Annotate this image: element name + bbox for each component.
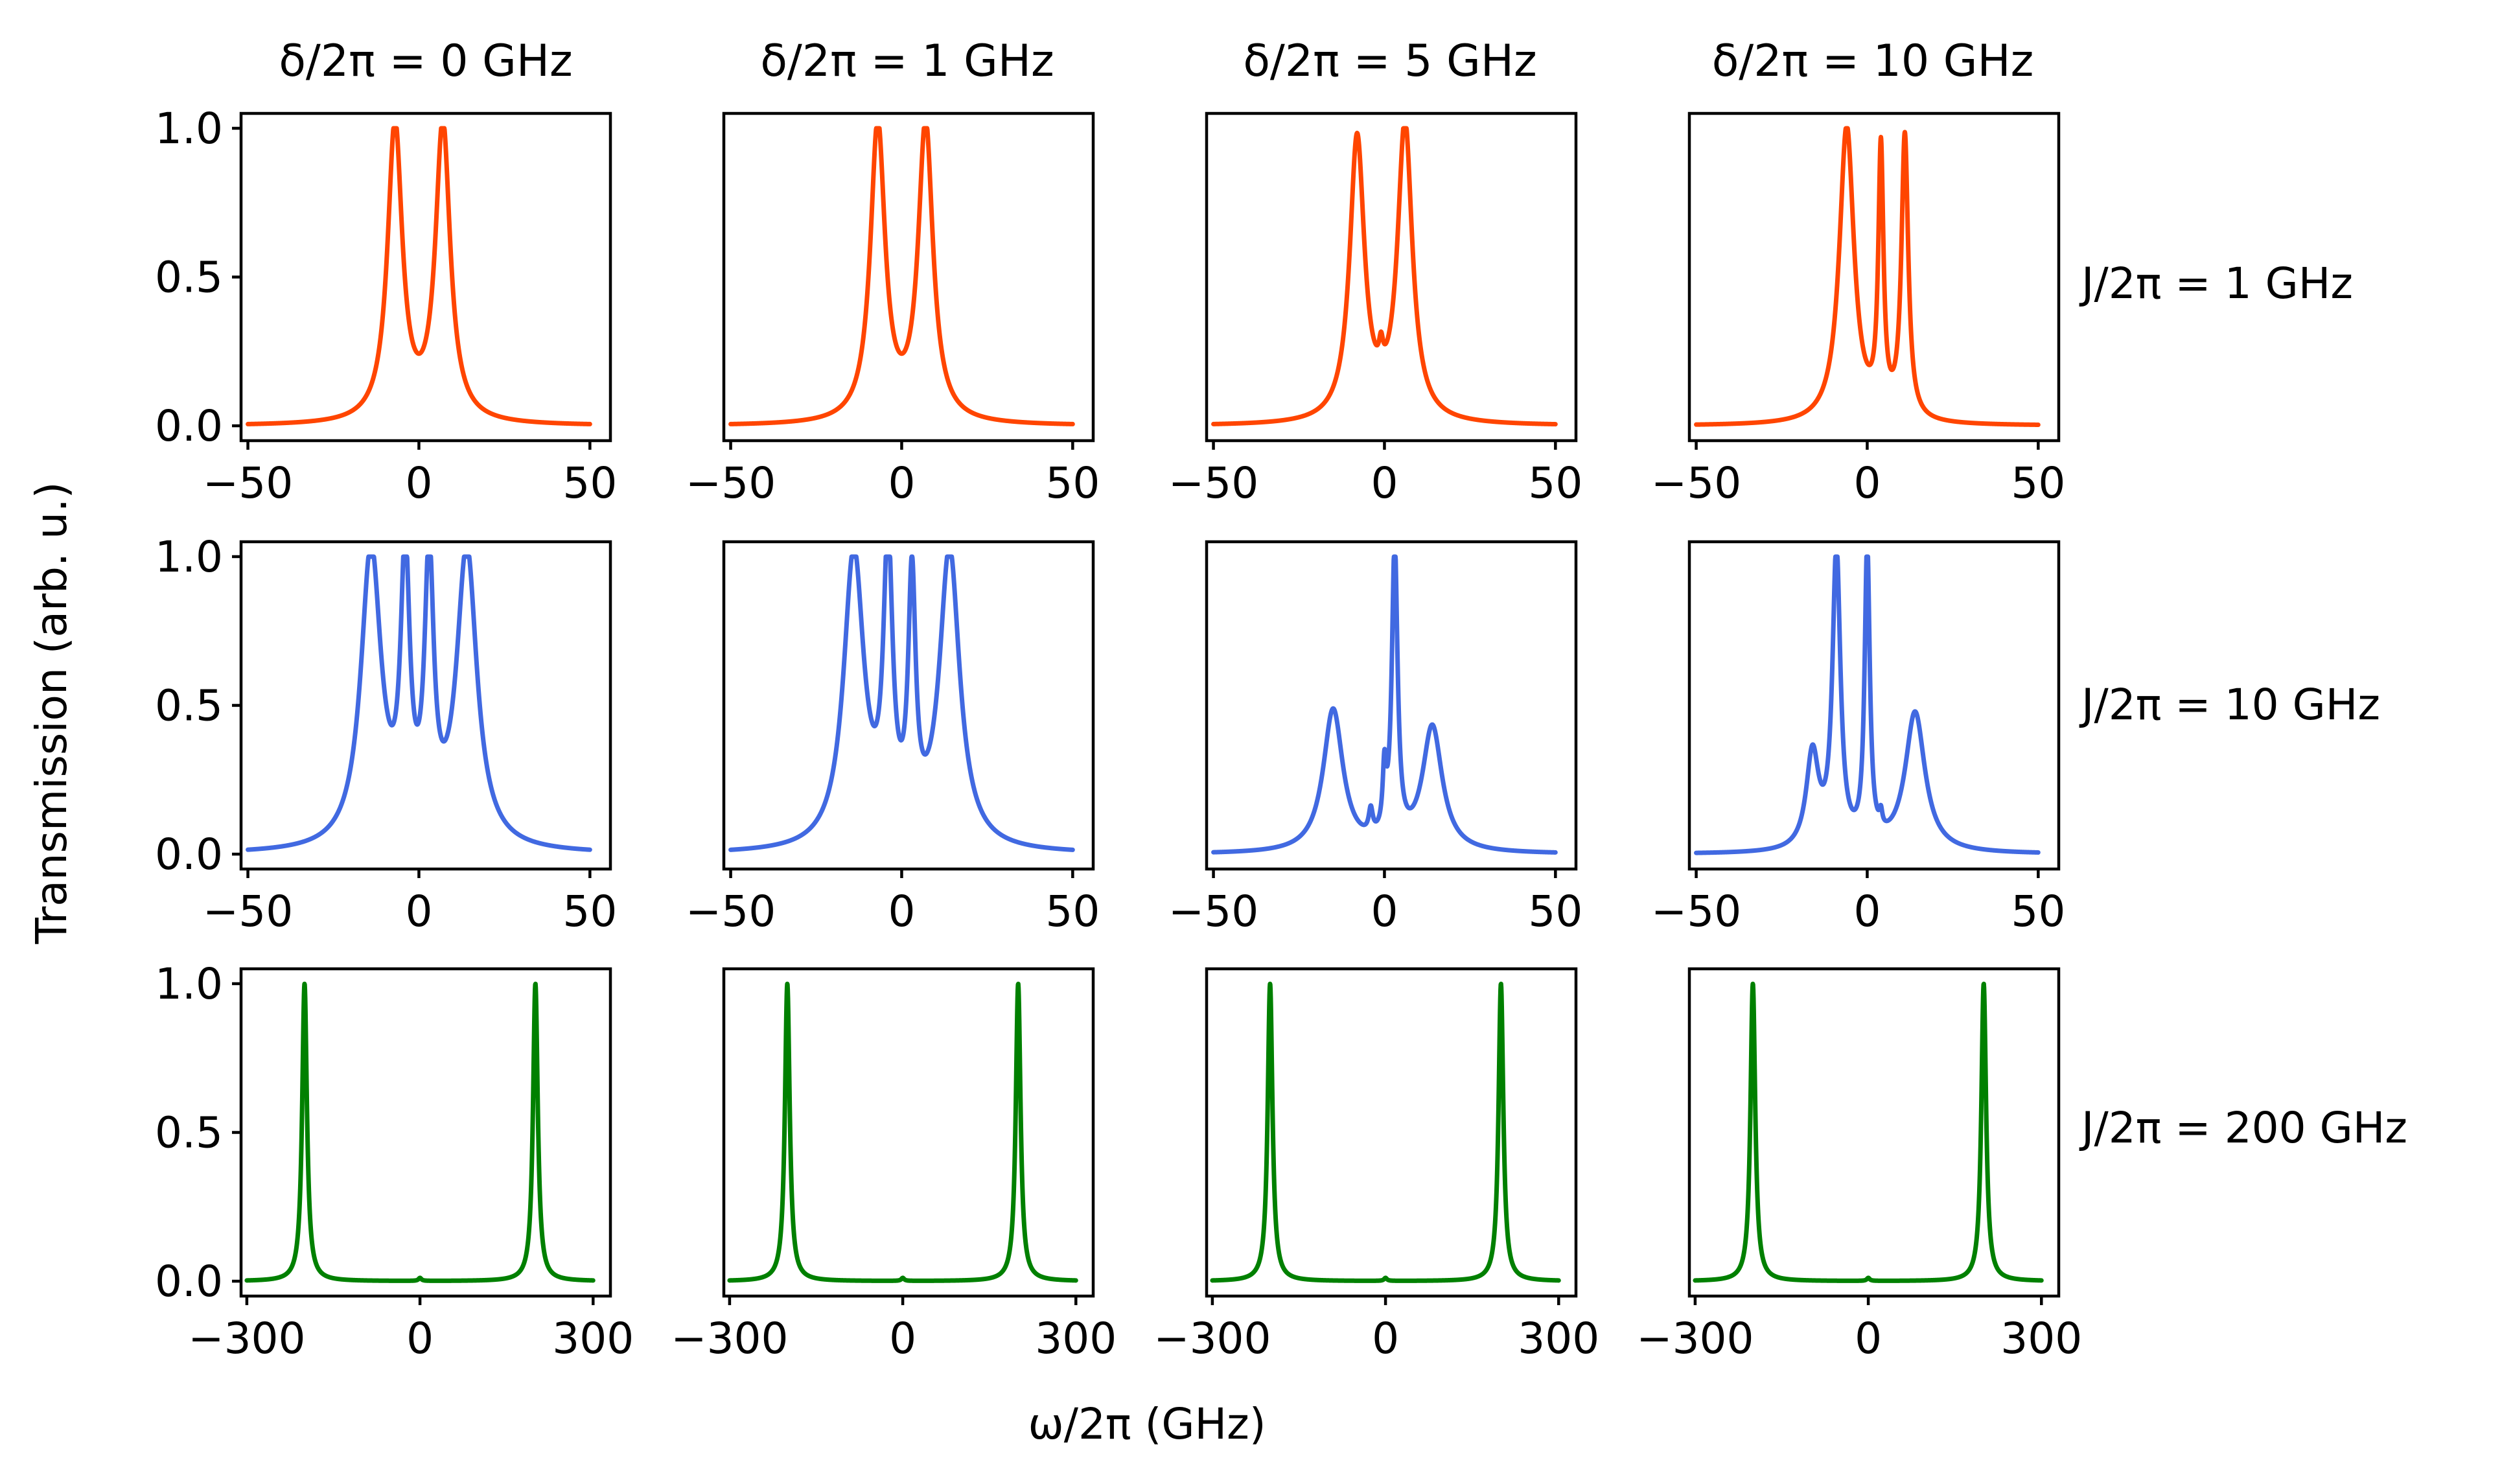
x-tick-label: 50	[2011, 458, 2065, 508]
panel-r2-c1: −300 0 300	[671, 967, 1117, 1363]
axes-frame	[722, 111, 1095, 443]
x-tick-label: −50	[1168, 887, 1258, 936]
x-tick-label: −300	[671, 1314, 788, 1363]
y-tick-label: 1.0	[155, 104, 223, 154]
panel-r2-c0: −300 0 300 0.0 0.5 1.0	[155, 959, 634, 1363]
x-tick-label: 300	[2000, 1314, 2082, 1363]
x-tick-label: 300	[552, 1314, 634, 1363]
axes-frame	[722, 540, 1095, 871]
x-tick-label: 50	[1045, 458, 1100, 508]
x-tick-label: 50	[562, 887, 617, 936]
x-tick-label: 50	[1045, 887, 1100, 936]
y-tick-label: 0.5	[155, 1108, 223, 1158]
panel-r1-c1: −50 0 50	[686, 540, 1100, 936]
series-line	[246, 554, 592, 852]
x-tick-label: 0	[1855, 1314, 1882, 1363]
row-label-1: J/2π = 10 GHz	[2079, 680, 2380, 730]
x-tick-label: 0	[889, 1314, 916, 1363]
panel-r0-c1: −50 0 50	[686, 111, 1100, 508]
axes-frame	[1205, 967, 1578, 1298]
x-tick-label: 0	[405, 887, 432, 936]
series-line	[1694, 126, 2041, 427]
y-tick-label: 0.0	[155, 829, 223, 879]
panel-r2-c3: −300 0 300	[1636, 967, 2082, 1363]
series-line	[246, 126, 592, 426]
y-tick-label: 0.0	[155, 401, 223, 451]
x-tick-label: −300	[188, 1314, 305, 1363]
x-tick-label: 0	[1372, 1314, 1399, 1363]
panel-r0-c3: −50 0 50	[1651, 111, 2065, 508]
y-tick-label: 1.0	[155, 532, 223, 582]
x-tick-label: 0	[1853, 887, 1881, 936]
x-tick-label: −300	[1153, 1314, 1271, 1363]
panel-r0-c0: −50 0 50 0.0 0.5 1.0	[155, 104, 617, 508]
series-line	[1693, 981, 2044, 1283]
x-tick-label: −50	[1651, 458, 1741, 508]
axes-frame	[1205, 540, 1578, 871]
axes-frame	[722, 967, 1095, 1298]
panel-r1-c0: −50 0 50 0.0 0.5 1.0	[155, 532, 617, 936]
x-tick-label: 0	[406, 1314, 434, 1363]
x-tick-label: −50	[1168, 458, 1258, 508]
x-tick-label: 300	[1035, 1314, 1117, 1363]
x-tick-label: −300	[1636, 1314, 1754, 1363]
x-tick-label: −50	[686, 887, 776, 936]
series-line	[728, 126, 1075, 426]
axes-frame	[1205, 111, 1578, 443]
row-label-0: J/2π = 1 GHz	[2079, 259, 2353, 308]
x-tick-label: 0	[1371, 458, 1398, 508]
y-tick-label: 0.0	[155, 1257, 223, 1306]
x-tick-label: 0	[1853, 458, 1881, 508]
x-tick-label: −50	[686, 458, 776, 508]
series-line	[1210, 981, 1561, 1283]
x-tick-label: −50	[1651, 887, 1741, 936]
panel-r1-c3: −50 0 50	[1651, 540, 2065, 936]
x-tick-label: −50	[203, 887, 293, 936]
y-tick-label: 0.5	[155, 681, 223, 731]
x-axis-label: ω/2π (GHz)	[1028, 1399, 1266, 1449]
series-line	[727, 981, 1078, 1283]
axes-frame	[1687, 967, 2061, 1298]
column-title-2: δ/2π = 5 GHz	[1243, 36, 1536, 87]
y-tick-label: 0.5	[155, 253, 223, 303]
panel-r2-c2: −300 0 300	[1153, 967, 1599, 1363]
x-tick-label: 0	[405, 458, 432, 508]
x-tick-label: 0	[888, 887, 915, 936]
x-tick-label: 50	[562, 458, 617, 508]
x-tick-label: 50	[1528, 887, 1582, 936]
series-line	[1694, 554, 2041, 855]
series-line	[1211, 126, 1558, 427]
panel-r0-c2: −50 0 50	[1168, 111, 1582, 508]
panels: −50 0 50 0.0 0.5 1.0 −50 0 50 −50 0 50 −50 0 50 −50 0 50 0…	[155, 104, 2082, 1363]
series-line	[244, 981, 596, 1283]
row-label-2: J/2π = 200 GHz	[2079, 1103, 2407, 1153]
column-title-0: δ/2π = 0 GHz	[279, 36, 572, 87]
column-title-1: δ/2π = 1 GHz	[760, 36, 1054, 87]
panel-r1-c2: −50 0 50	[1168, 540, 1582, 936]
y-axis-label: Transmission (arb. u.)	[27, 481, 76, 944]
x-tick-label: 50	[2011, 887, 2065, 936]
x-tick-label: 300	[1518, 1314, 1599, 1363]
x-tick-label: 50	[1528, 458, 1582, 508]
y-tick-label: 1.0	[155, 959, 223, 1009]
x-tick-label: −50	[203, 458, 293, 508]
column-title-3: δ/2π = 10 GHz	[1712, 36, 2034, 87]
axes-frame	[1687, 111, 2061, 443]
series-line	[728, 554, 1075, 852]
axes-frame	[1687, 540, 2061, 871]
x-tick-label: 0	[1371, 887, 1398, 936]
series-line	[1211, 554, 1558, 855]
axes-frame	[239, 111, 612, 443]
x-tick-label: 0	[888, 458, 915, 508]
